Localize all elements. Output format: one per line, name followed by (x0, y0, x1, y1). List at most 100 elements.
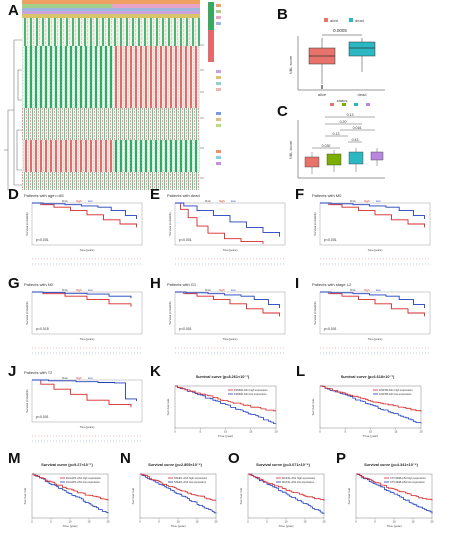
survival-curve-low-p (356, 473, 433, 514)
panel-b-legend-dead: dead (355, 18, 364, 23)
km-pvalue-g: p=0.015 (36, 327, 49, 331)
km-legend-e: Risk (205, 199, 211, 203)
annotation-bar-1 (22, 0, 200, 4)
survival-curve-low-m (32, 473, 109, 514)
survival-curve-low-o (248, 473, 325, 514)
km-title-i: Patients with stage I-2 (312, 282, 352, 287)
panel-label-d: D (8, 186, 19, 203)
panel-c-p1: 0.13 (347, 113, 354, 117)
panel-b-cat-dead: dead (358, 92, 367, 97)
survival-legend-low-n: SNHF1-AS1 low expression (174, 480, 207, 484)
km-ylabel-e: Survival probability (168, 212, 172, 236)
survival-ylabel-m: Survival rate (23, 487, 27, 504)
survival-legend-low-o: MCF2L-AS1 low expression (282, 480, 315, 484)
survival-xlabel-p: Time (year) (386, 524, 401, 528)
survival-curve-high-n (140, 473, 216, 501)
survival-xlabel-n: Time (year) (170, 524, 185, 528)
survival-curve-low-l (320, 385, 422, 424)
survival-xtick-p-0: 0 (355, 520, 357, 524)
km-legend-high-e: high (219, 199, 225, 203)
km-title-e: Patients with dead (167, 193, 200, 198)
survival-xtick-p-3: 15 (411, 520, 415, 524)
km-frame-f (319, 202, 431, 246)
km-pvalue-d: p<0.001 (36, 238, 49, 242)
survival-xtick-l-0: 0 (319, 430, 321, 434)
survival-legend-high-k: FRMD6-AS1 high expression (234, 388, 268, 392)
km-curve-low-j (32, 379, 137, 401)
km-frame-i (319, 291, 431, 335)
km-legend-low-f: low (376, 199, 381, 203)
survival-xtick-k-2: 10 (224, 430, 228, 434)
panel-label-i: I (295, 275, 300, 292)
survival-ylabel-p: Survival rate (347, 487, 351, 504)
survival-xtick-n-2: 10 (176, 520, 180, 524)
survival-xtick-p-2: 10 (392, 520, 396, 524)
km-legend-high-h: high (219, 288, 225, 292)
panel-label-g: G (8, 275, 20, 292)
km-pvalue-e: p<0.001 (179, 238, 192, 242)
km-legend-high-j: high (76, 376, 82, 380)
km-pvalue-f: p<0.001 (324, 238, 337, 242)
survival-xtick-p-4: 20 (430, 520, 434, 524)
km-ylabel-i: Survival probability (313, 301, 317, 325)
km-frame-g (31, 291, 143, 335)
panel-b-ylabel: NBL score (288, 55, 293, 74)
survival-curve-high-k (175, 385, 276, 412)
km-pvalue-h: p<0.001 (179, 327, 192, 331)
survival-panel-o: Survival curve (p=3.071×10⁻⁶) MCF2L-AS1 h… (239, 463, 326, 528)
km-title-f: Patients with M0 (312, 193, 342, 198)
panel-label-l: L (296, 363, 306, 380)
survival-legend-low-m: DLGAP1-AS1 low expression (66, 480, 100, 484)
survival-xtick-n-4: 20 (214, 520, 218, 524)
annotation-bar-2b (112, 4, 200, 8)
survival-curve-high-o (248, 473, 325, 501)
survival-legend-low-p: CTC4398-AS1 low expression (390, 480, 425, 484)
panel-c-ylabel: NBL score (288, 140, 293, 159)
km-xlabel-d: Time(years) (80, 248, 95, 252)
panel-b-boxplot: alive dead 0.0005 NBL score alive dead s… (288, 18, 385, 103)
survival-panel-p: Survival curve (p=4.341×10⁻⁶) CTC4398-AS1… (347, 463, 434, 528)
km-pvalue-j: p<0.001 (36, 415, 49, 419)
survival-xtick-m-2: 10 (68, 520, 72, 524)
survival-xtick-o-0: 0 (247, 520, 249, 524)
legend-swatch-dead (349, 18, 353, 22)
survival-title-p: Survival curve (p=4.341×10⁻⁶) (364, 463, 419, 467)
box-c-1 (304, 156, 320, 168)
km-ylabel-h: Survival probability (168, 301, 172, 325)
survival-xtick-o-3: 15 (303, 520, 307, 524)
box-c-4 (370, 151, 384, 161)
survival-xlabel-m: Time (year) (62, 524, 77, 528)
km-legend-low-h: low (231, 288, 236, 292)
survival-xlabel-o: Time (year) (278, 524, 293, 528)
survival-xtick-m-3: 15 (87, 520, 91, 524)
box-dead (348, 41, 376, 57)
km-pvalue-i: p<0.001 (324, 327, 337, 331)
survival-curve-high-p (356, 473, 433, 501)
heatmap-block-left-2 (22, 140, 114, 172)
km-legend-low-j: low (88, 376, 93, 380)
box-c-3 (348, 151, 364, 165)
km-curve-low-e (175, 202, 280, 237)
km-frame-d (31, 202, 143, 246)
survival-xtick-m-4: 20 (106, 520, 110, 524)
survival-xtick-o-1: 5 (266, 520, 268, 524)
panel-c-p3: 0.016 (353, 126, 362, 130)
km-xlabel-g: Time(years) (80, 337, 95, 341)
survival-ylabel-l: Survival rate (311, 398, 315, 415)
survival-ylabel-n: Survival rate (131, 487, 135, 504)
km-legend-high-d: high (76, 199, 82, 203)
survival-xtick-p-1: 5 (374, 520, 376, 524)
km-legend-d: Risk (62, 199, 68, 203)
survival-legend-high-o: MCF2L-AS1 high expression (282, 476, 316, 480)
survival-title-l: Survival curve (p=6.618×10⁻⁷) (341, 375, 395, 379)
panel-b-cat-alive: alive (318, 92, 327, 97)
panel-label-a: A (8, 2, 19, 19)
km-panel-h: Patients with G1 Risk high low Survival prob… (167, 282, 286, 354)
survival-legend-high-n: SNHF1-AS1 high expression (174, 476, 208, 480)
km-legend-high-f: high (364, 199, 370, 203)
survival-xtick-k-1: 5 (199, 430, 201, 434)
heatmap-block-right-1 (114, 46, 200, 108)
